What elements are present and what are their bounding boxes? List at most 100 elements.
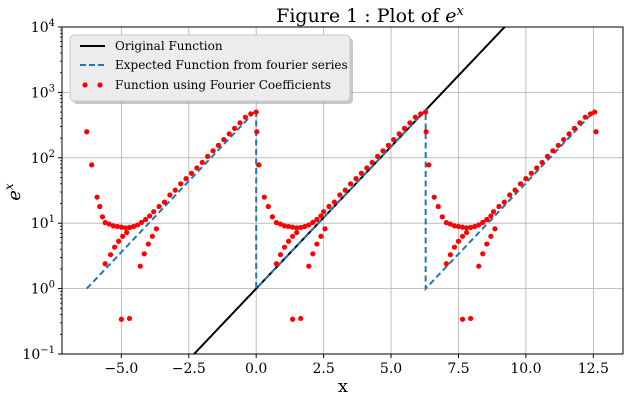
fourier-coefficient-point [215,142,222,148]
y-tick-label: 100 [31,280,55,298]
fourier-coefficient-point [188,170,195,176]
fourier-coefficient-point [468,224,474,231]
fourier-coefficient-point [337,192,343,198]
fourier-coefficient-point [447,252,453,258]
fourier-coefficient-point [281,244,288,250]
fourier-coefficient-point [555,142,561,148]
fourier-coefficient-point [242,114,248,120]
fourier-coefficient-point [396,131,402,137]
fourier-coefficient-point [369,159,375,166]
fourier-coefficient-point [147,213,153,219]
y-tick-label: 101 [31,214,55,232]
fourier-coefficient-point [102,220,108,226]
fourier-coefficient-point [431,194,437,200]
fourier-coefficient-point [194,165,200,171]
fourier-coefficient-point [149,233,155,239]
x-tick-label: −5.0 [104,361,138,377]
fourier-coefficient-point [443,261,449,267]
fourier-coefficient-point [178,181,184,187]
x-tick-label: 7.5 [447,361,469,377]
fourier-coefficient-point [122,225,128,231]
fourier-coefficient-point [322,226,328,232]
x-axis-label: x [338,376,348,397]
fourier-coefficient-point [517,181,524,187]
fourier-coefficient-point [592,109,598,115]
fourier-coefficient-point [310,251,316,257]
fourier-coefficient-point [130,223,137,230]
fourier-coefficient-point [126,315,133,322]
fourier-coefficient-point [114,223,120,230]
fourier-coefficient-point [577,120,583,126]
fourier-coefficient-point [210,148,216,154]
series-expected-fourier [86,107,596,292]
fourier-coefficient-point [281,223,288,229]
fourier-coefficient-point [385,142,391,148]
fourier-coefficient-point [306,222,312,228]
fourier-coefficient-point [102,261,108,267]
fourier-coefficient-point [138,219,145,225]
fourier-coefficient-point [443,220,449,226]
fourier-coefficient-point [326,203,332,210]
fourier-coefficient-point [490,209,497,215]
fourier-coefficient-point [118,316,124,322]
fourier-coefficient-point [331,199,338,205]
fourier-coefficient-point [318,213,324,219]
fourier-coefficient-point [468,315,474,322]
fourier-coefficient-point [374,153,381,160]
fourier-coefficient-point [314,241,320,247]
fourier-coefficient-point [534,165,540,171]
fourier-coefficient-point [277,221,284,227]
fourier-coefficient-point [226,131,232,137]
legend-swatch-coefficients-1 [82,82,88,88]
fourier-coefficient-point [183,176,189,182]
fourier-coefficient-point [99,214,106,220]
fourier-coefficient-point [314,216,320,223]
fourier-coefficient-point [124,229,130,236]
fourier-coefficient-point [97,203,103,210]
fourier-coefficient-point [141,251,147,257]
x-tick-label: 2.5 [312,361,334,377]
fourier-coefficient-point [107,252,114,258]
fourier-coefficient-point [273,220,280,226]
fourier-coefficient-point [455,223,462,230]
fourier-coefficient-point [501,199,507,205]
fourier-coefficient-point [435,203,441,210]
fourier-coefficient-point [561,136,567,143]
fourier-coefficient-point [426,162,432,168]
y-tick-label: 102 [31,149,55,167]
fourier-coefficient-point [401,125,408,131]
fourier-coefficient-point [285,223,292,230]
fourier-coefficient-point [439,214,445,220]
fourier-coefficient-point [116,238,122,244]
fourier-coefficient-point [566,131,572,137]
fourier-coefficient-point [290,316,296,322]
fourier-coefficient-point [151,209,157,215]
fourier-coefficient-point [134,222,141,228]
y-tick-label: 103 [31,83,55,101]
fourier-coefficient-point [120,233,126,239]
fourier-coefficient-point [167,192,173,198]
plot-area [84,27,599,354]
legend-label-coefficients: Function using Fourier Coefficients [115,78,331,92]
fourier-coefficient-point [528,170,534,176]
fourier-coefficient-point [496,203,502,210]
fourier-coefficient-point [476,222,482,228]
legend: Original Function Expected Function from… [69,34,353,104]
fourier-coefficient-point [512,187,518,193]
fourier-coefficient-point [277,252,284,258]
x-tick-label: 10.0 [510,361,541,377]
fourier-coefficient-point [253,109,259,115]
fourier-coefficient-point [256,162,262,168]
fourier-coefficient-point [364,165,370,171]
fourier-coefficient-point [285,238,292,244]
fourier-coefficient-point [480,219,486,225]
fourier-coefficient-point [423,129,429,135]
fourier-coefficient-point [342,187,348,193]
fourier-coefficient-point [306,263,312,269]
fourier-coefficient-point [488,233,494,239]
fourier-coefficient-point [459,233,466,239]
fourier-coefficient-point [161,199,168,205]
fourier-coefficient-point [380,148,386,154]
fourier-coefficient-point [137,263,143,269]
fourier-coefficient-point [237,120,243,126]
